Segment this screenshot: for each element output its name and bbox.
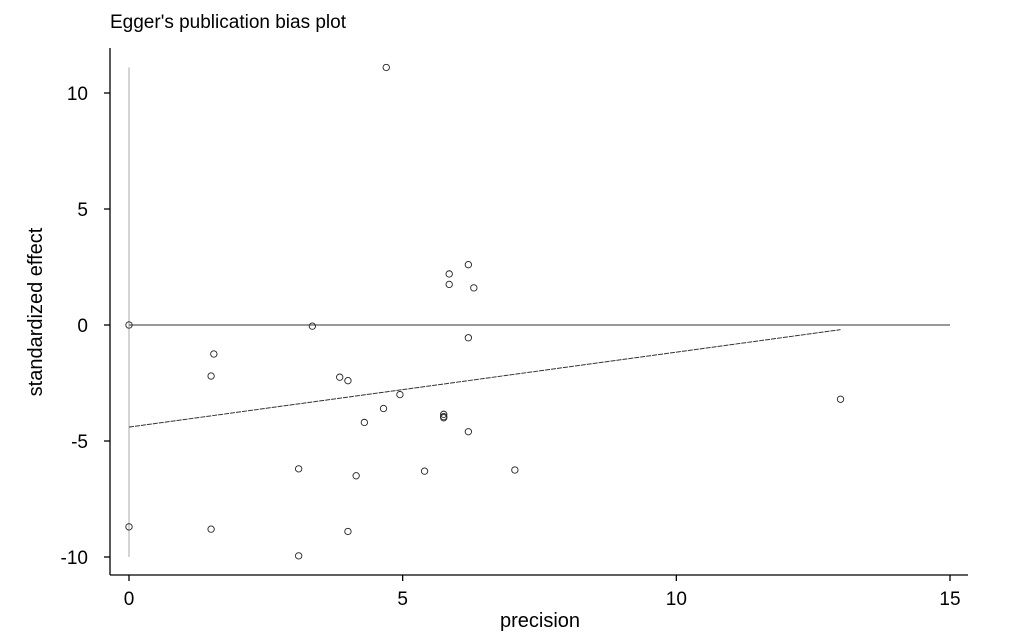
chart-title: Egger's publication bias plot xyxy=(110,12,347,33)
data-point xyxy=(125,321,133,329)
data-point xyxy=(440,410,448,418)
data-point xyxy=(420,467,429,475)
data-point xyxy=(464,428,472,436)
data-point xyxy=(464,261,472,269)
data-point xyxy=(125,523,133,531)
data-point xyxy=(445,270,453,278)
data-point xyxy=(295,552,303,560)
data-point xyxy=(445,280,453,289)
y-tick-label: -5 xyxy=(71,432,88,453)
data-point xyxy=(360,418,369,427)
data-point xyxy=(344,377,352,385)
data-point xyxy=(336,373,344,381)
y-axis-label: standardized effect xyxy=(25,227,47,396)
plot-area: -10 -5 0 5 10 0 5 10 15 xyxy=(61,48,968,610)
y-tick-label: 10 xyxy=(67,84,88,105)
data-point xyxy=(470,284,478,292)
data-point xyxy=(207,525,215,533)
data-point xyxy=(440,414,448,422)
data-point xyxy=(352,472,360,480)
x-axis-label: precision xyxy=(500,610,580,632)
data-point xyxy=(382,63,390,72)
data-point xyxy=(295,465,303,473)
data-point xyxy=(396,390,404,399)
data-point xyxy=(207,372,215,380)
x-tick-label: 5 xyxy=(397,589,408,610)
y-tick-label: 0 xyxy=(77,316,88,337)
data-point xyxy=(308,322,317,330)
data-point xyxy=(511,466,519,474)
y-tick-label: -10 xyxy=(61,548,88,569)
data-point xyxy=(836,395,845,403)
data-point xyxy=(379,404,388,413)
x-tick-label: 0 xyxy=(124,589,135,610)
y-tick-label: 5 xyxy=(77,200,88,221)
regression-line xyxy=(128,329,841,428)
data-point xyxy=(344,527,352,536)
x-tick-label: 15 xyxy=(939,589,960,610)
data-point xyxy=(464,334,472,342)
x-tick-label: 10 xyxy=(666,589,687,610)
data-point xyxy=(210,350,218,358)
